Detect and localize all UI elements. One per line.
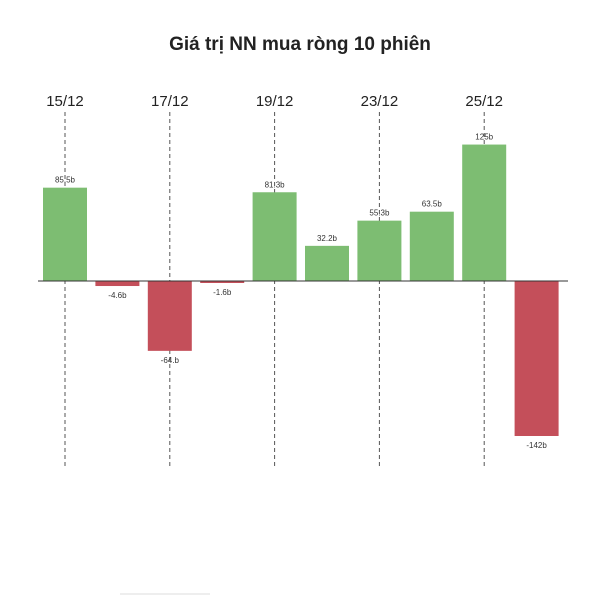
data-label: -64.b [161,356,180,365]
chart-title: Giá trị NN mua ròng 10 phiên [169,34,431,55]
data-label: 125b [475,133,493,142]
vertical-guides [64,112,485,468]
footer-divider [120,593,210,595]
data-label: 55.3b [369,209,390,218]
bar-25-12 [462,144,507,281]
bar-18-12 [200,281,245,283]
x-tick-labels: 15/12 17/12 19/12 23/12 25/12 [46,93,503,110]
data-label: 63.5b [422,200,443,209]
data-label: -142b [526,441,547,450]
data-label: 81.3b [265,180,286,189]
value-labels: 85.5b -4.6b -64.b -1.6b 81.3b 32.2b 55.3b 63.5b… [55,133,547,450]
x-tick-label: 17/12 [151,93,189,110]
bars [43,144,559,436]
data-label: 85.5b [55,176,76,185]
x-tick-label: 19/12 [256,93,294,110]
bar-26-12 [514,281,559,436]
bar-19-12 [252,192,297,281]
bar-24-12 [409,211,454,281]
bar-20-12 [305,245,349,281]
bar-16-12 [95,281,140,287]
bar-15-12 [43,187,87,281]
bar-17-12 [147,281,192,351]
data-label: -1.6b [213,288,232,297]
x-tick-label: 15/12 [46,93,84,110]
data-label: -4.6b [108,291,127,300]
data-label: 32.2b [317,234,338,243]
bar-23-12 [357,220,402,281]
x-tick-label: 25/12 [465,93,503,110]
x-tick-label: 23/12 [361,93,399,110]
